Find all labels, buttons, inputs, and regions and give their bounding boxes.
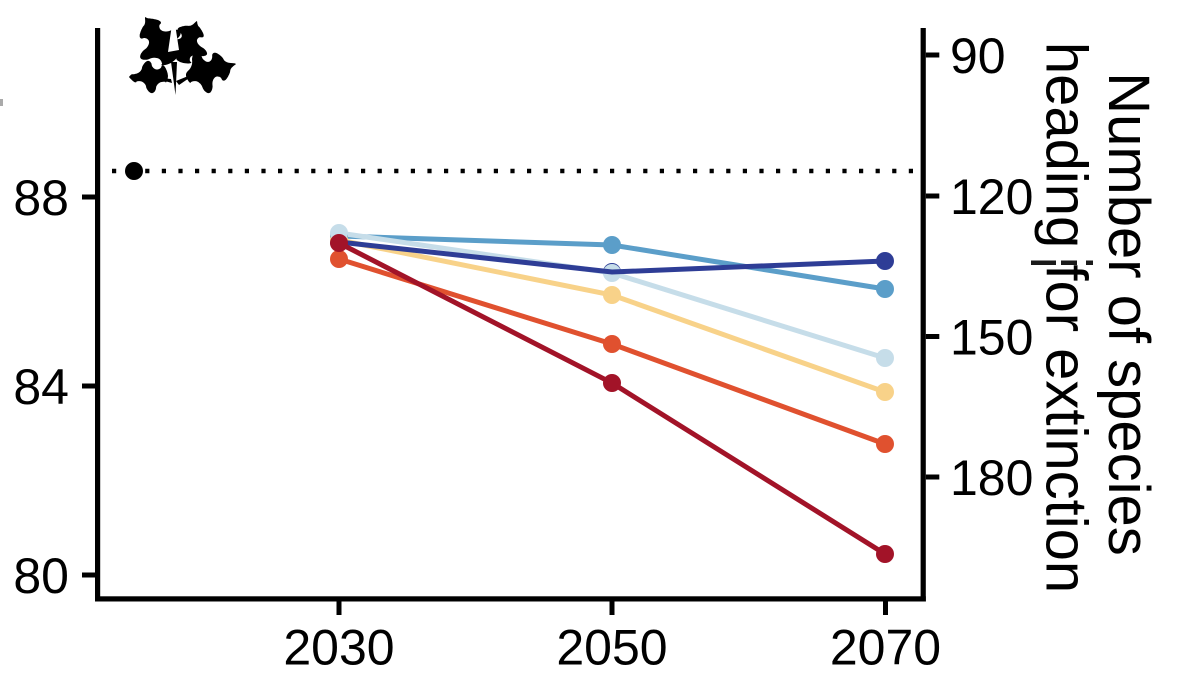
svg-text:2050: 2050 (556, 620, 667, 675)
svg-text:heading for extinction: heading for extinction (1034, 42, 1099, 593)
svg-text:84: 84 (13, 359, 69, 415)
svg-text:2030: 2030 (283, 620, 394, 675)
svg-text:180: 180 (950, 450, 1033, 506)
svg-text:88: 88 (13, 170, 69, 226)
svg-text:120: 120 (950, 169, 1033, 225)
svg-text:150: 150 (950, 310, 1033, 366)
svg-text:Number of species: Number of species (1096, 72, 1161, 556)
svg-text:80: 80 (13, 548, 69, 604)
svg-text:2070: 2070 (830, 620, 941, 675)
svg-text:90: 90 (950, 28, 1006, 84)
